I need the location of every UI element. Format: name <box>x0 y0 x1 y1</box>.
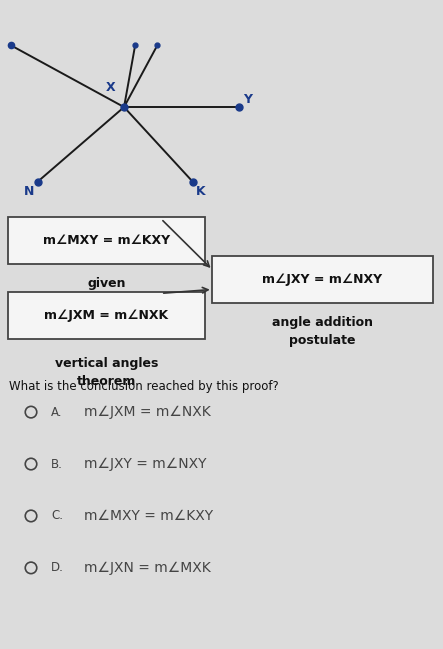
Text: angle addition
postulate: angle addition postulate <box>272 316 373 347</box>
Text: m∠MXY = m∠KXY: m∠MXY = m∠KXY <box>43 234 170 247</box>
Text: m∠MXY = m∠KXY: m∠MXY = m∠KXY <box>84 509 213 523</box>
Text: K: K <box>195 185 205 198</box>
Text: A.: A. <box>51 406 62 419</box>
FancyBboxPatch shape <box>8 217 205 264</box>
Text: N: N <box>23 185 34 198</box>
Text: vertical angles
theorem: vertical angles theorem <box>54 357 158 388</box>
Text: X: X <box>106 81 116 94</box>
Text: Y: Y <box>244 93 253 106</box>
Text: D.: D. <box>51 561 64 574</box>
Text: m∠JXM = m∠NXK: m∠JXM = m∠NXK <box>84 405 211 419</box>
Text: What is the conclusion reached by this proof?: What is the conclusion reached by this p… <box>9 380 279 393</box>
Text: m∠JXM = m∠NXK: m∠JXM = m∠NXK <box>44 309 168 322</box>
Text: B.: B. <box>51 458 63 471</box>
Text: m∠JXY = m∠NXY: m∠JXY = m∠NXY <box>84 457 207 471</box>
Text: C.: C. <box>51 509 63 522</box>
Text: m∠JXN = m∠MXK: m∠JXN = m∠MXK <box>84 561 211 575</box>
FancyBboxPatch shape <box>8 292 205 339</box>
FancyBboxPatch shape <box>212 256 433 303</box>
Text: m∠JXY = m∠NXY: m∠JXY = m∠NXY <box>262 273 382 286</box>
Text: given: given <box>87 277 125 290</box>
